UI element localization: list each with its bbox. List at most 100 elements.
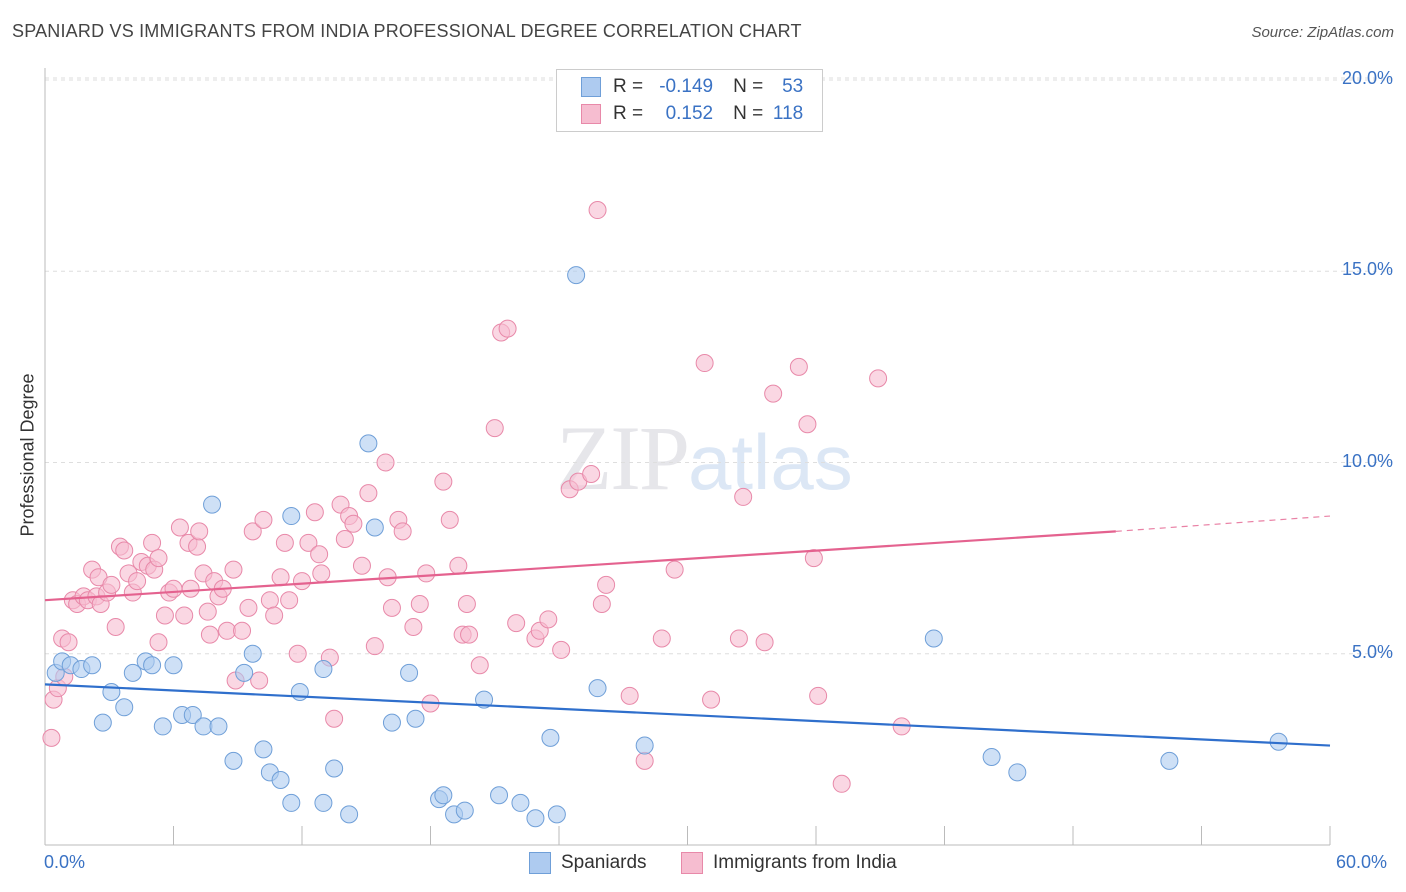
spaniard-point: [209, 717, 228, 736]
india-point: [695, 354, 714, 373]
spaniard-point: [123, 663, 142, 682]
india-point: [325, 709, 344, 728]
india-point: [260, 591, 279, 610]
india-point: [789, 357, 808, 376]
india-point: [288, 644, 307, 663]
spaniard-point: [359, 434, 378, 453]
spaniard-point: [541, 728, 560, 747]
trend-lines: [44, 515, 1331, 747]
india-point: [310, 545, 329, 564]
legend-item-india[interactable]: Immigrants from India: [681, 852, 897, 874]
spaniard-point: [271, 770, 290, 789]
india-point: [507, 614, 526, 633]
india-point: [470, 656, 489, 675]
india-point: [218, 621, 237, 640]
legend-r-label: R =: [613, 103, 644, 124]
india-point: [365, 637, 384, 656]
india-point: [440, 510, 459, 529]
spaniard-point: [982, 748, 1001, 767]
spaniard-point: [282, 793, 301, 812]
india-point: [498, 319, 517, 338]
legend-n-value: 118: [772, 103, 804, 124]
india-point: [312, 564, 331, 583]
correlation-legend: R = -0.149 N = 53 R = 0.152 N = 118: [556, 69, 823, 132]
india-trend-line: [44, 530, 1116, 602]
legend-label-spaniards: Spaniards: [561, 852, 647, 873]
india-point: [198, 602, 217, 621]
india-point: [293, 572, 311, 591]
india-point: [734, 487, 753, 506]
spaniard-point: [382, 713, 401, 732]
india-point: [809, 686, 828, 705]
spaniard-point: [93, 713, 112, 732]
spaniard-point: [406, 709, 425, 728]
india-point: [702, 690, 721, 709]
spaniard-point: [314, 660, 333, 679]
india-point: [149, 633, 168, 652]
watermark-zip: ZIP: [556, 407, 690, 509]
india-point: [417, 564, 436, 583]
india-point: [254, 510, 273, 529]
legend-n-label: N =: [733, 103, 764, 124]
spaniard-point: [115, 698, 134, 717]
india-point: [393, 522, 412, 541]
india-point: [243, 522, 262, 541]
legend-row-india: R = 0.152 N = 118: [581, 102, 803, 126]
india-point: [382, 598, 401, 617]
spaniard-point: [203, 495, 222, 514]
spaniard-point: [490, 786, 509, 805]
india-point: [106, 617, 125, 636]
spaniard-point: [325, 759, 344, 778]
india-point: [175, 606, 194, 625]
spaniard-point: [455, 801, 474, 820]
data-points: [42, 201, 1288, 828]
spaniard-point: [547, 805, 566, 824]
watermark-atlas: atlas: [688, 418, 853, 506]
y-tick-label: 15.0%: [1341, 259, 1393, 280]
legend-swatch-spaniards: [529, 852, 551, 874]
y-tick-label: 10.0%: [1341, 450, 1393, 471]
spaniard-point: [164, 656, 183, 675]
spaniard-point: [340, 805, 359, 824]
y-tick-label: 20.0%: [1341, 68, 1393, 88]
legend-row-spaniards: R = -0.149 N = 53: [581, 75, 803, 99]
x-tick-label-max: 60.0%: [1336, 852, 1388, 872]
india-point: [335, 530, 354, 548]
india-point: [376, 453, 395, 472]
india-point: [280, 591, 299, 610]
india-point: [665, 560, 684, 579]
india-point: [460, 625, 479, 644]
legend-r-label: R =: [613, 76, 644, 97]
india-point: [200, 625, 219, 644]
legend-n-label: N =: [733, 76, 764, 97]
spaniards-trend-line: [44, 683, 1331, 747]
india-point: [149, 549, 168, 568]
spaniard-point: [153, 717, 172, 736]
spaniard-point: [400, 663, 419, 682]
india-point: [233, 621, 252, 640]
spaniard-point: [567, 266, 586, 285]
x-tick-label-min: 0.0%: [44, 852, 86, 872]
spaniard-point: [924, 629, 943, 648]
india-point: [410, 595, 429, 614]
axes: [44, 68, 1331, 846]
legend-item-spaniards[interactable]: Spaniards: [529, 852, 647, 874]
spaniard-point: [194, 717, 213, 736]
india-point: [404, 617, 423, 636]
india-point: [188, 537, 207, 556]
india-point: [552, 640, 571, 659]
india-point: [539, 610, 558, 629]
india-point: [239, 598, 258, 617]
india-point: [582, 464, 601, 483]
india-point: [832, 774, 851, 793]
spaniard-point: [235, 663, 254, 682]
watermark: ZIPatlas: [556, 405, 853, 511]
spaniard-point: [102, 683, 121, 701]
spaniard-point: [526, 809, 545, 828]
india-point: [224, 560, 243, 579]
india-point: [170, 518, 189, 537]
spaniard-point: [1160, 751, 1179, 770]
india-point: [449, 556, 468, 575]
spaniard-point: [588, 679, 607, 698]
india-point: [164, 579, 183, 598]
